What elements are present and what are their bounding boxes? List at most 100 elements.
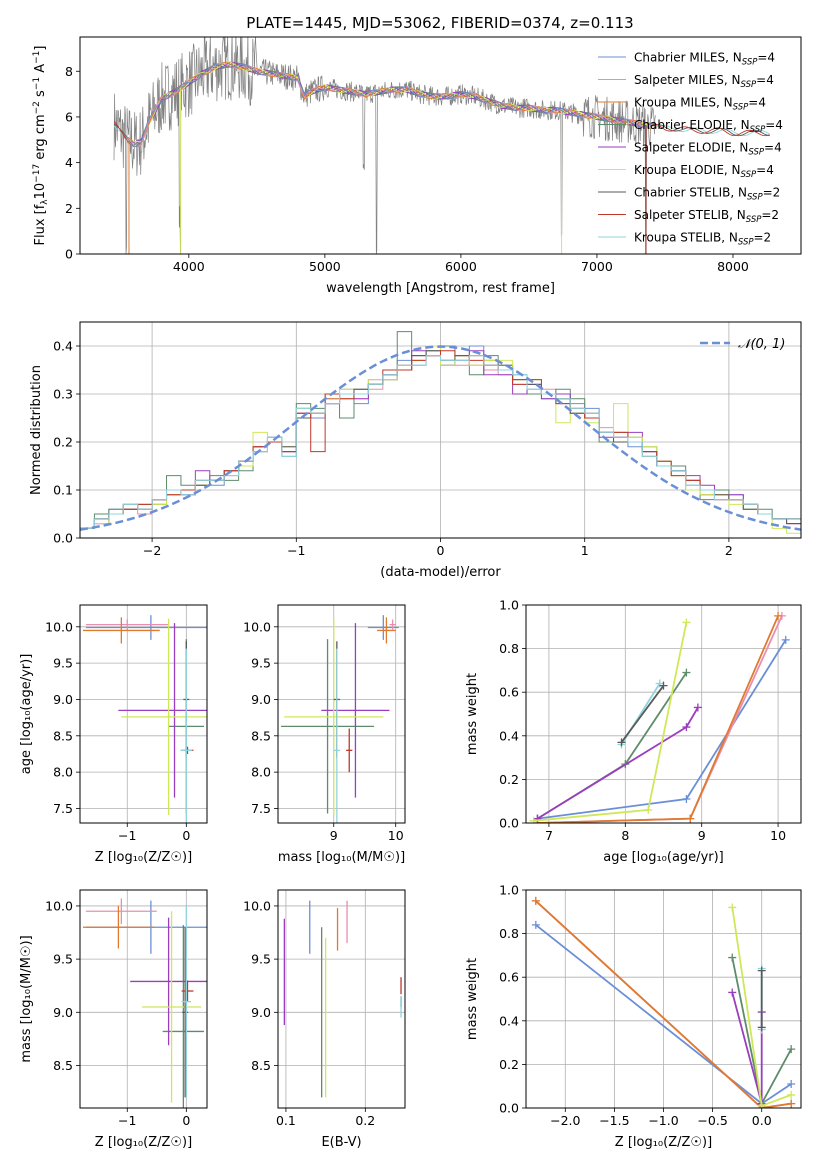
panel-mass_vs_Z: −1 0 8.5 9.0 9.5 10.0 Z [log₁₀(Z/Z☉)] mass [log… [19,889,208,1150]
x-axis-label: mass [log₁₀(M/M☉)] [278,850,405,865]
y-tick-label: 0.0 [53,531,73,546]
series-marker-salpeter_elodie [682,723,691,732]
panel-mw_vs_Z: −2.0 −1.5 −1.0 −0.5 0.0 0.0 0.2 0.4 0.6 0.8 1.0 Z [… [465,883,802,1150]
legend-name: Salpeter STELIB, N [634,208,746,222]
y-tick-label: 0.2 [499,772,519,787]
panel-age_vs_mass: 9 10 7.5 8.0 8.5 9.0 9.5 10.0 mass [log₁₀(M/M☉)] [243,604,406,865]
series-marker-chabrier_stelib [757,966,766,975]
y-tick-label: 9.0 [53,1005,73,1020]
plot-area-mass_vs_ebv [283,900,402,1098]
plot-area-age_vs_Z [82,615,207,823]
series-marker-kroupa_elodie [728,903,737,912]
legend-label: Salpeter MILES, NSSP=4 [634,73,774,90]
x-tick-label: 0 [437,543,445,558]
y-label-part: λ [40,199,50,205]
series-marker-chabrier_stelib [757,1023,766,1032]
y-tick-label: 0.4 [499,1013,519,1028]
series-marker-kroupa_elodie [757,1101,766,1108]
series-marker-kroupa_elodie [644,805,653,814]
y-axis-label: mass [log₁₀(M/M☉)] [19,935,34,1062]
legend-subscript: SSP [741,80,757,90]
x-tick-label: 4000 [173,259,205,274]
y-tick-label: 8.5 [53,1058,73,1073]
series-marker-chabrier_miles [682,795,691,804]
legend-label: Kroupa STELIB, NSSP=2 [634,231,771,248]
x-tick-label: 10 [388,828,404,843]
y-tick-label: 0.8 [499,641,519,656]
legend-subscript: SSP [741,170,757,180]
series-marker-chabrier_elodie [728,953,737,962]
legend-suffix: =4 [764,141,782,155]
series-line-kroupa_miles [535,900,792,1108]
y-tick-label: 0.6 [499,970,519,985]
series-marker-chabrier_miles [531,920,540,929]
panel-mw_vs_age: 7 8 9 10 0.0 0.2 0.4 0.6 0.8 1.0 age [log₁₀(age/yr… [465,598,802,865]
panel-mass_vs_ebv: 0.1 0.2 8.5 9.0 9.5 10.0 E(B-V) [243,889,406,1150]
axes-frame [277,889,406,1109]
y-label-part: erg cm [33,114,48,163]
y-label-part: −17 [32,164,42,183]
x-tick-label: 0.1 [276,1113,296,1128]
y-label-part: 10 [33,183,48,200]
y-tick-label: 0.6 [499,685,519,700]
x-axis-label: age [log₁₀(age/yr)] [603,850,724,865]
y-tick-label: 4 [65,155,73,170]
legend-label: Kroupa MILES, NSSP=4 [634,96,766,113]
y-tick-label: 6 [65,109,73,124]
panel-age_vs_Z: −1 0 7.5 8.0 8.5 9.0 9.5 10.0 Z [log₁₀(Z/Z☉)] age… [19,604,208,865]
legend-name: Salpeter ELODIE, N [634,141,748,155]
legend-suffix: =2 [763,186,781,200]
legend-label: 𝒩(0, 1) [738,337,785,352]
x-tick-label: −0.5 [697,1113,727,1128]
axes-frame [79,36,802,255]
y-tick-label: 10.0 [243,619,271,634]
x-tick-label: 1 [581,543,589,558]
x-tick-label: 8000 [717,259,749,274]
legend-label: Salpeter ELODIE, NSSP=4 [634,141,782,158]
series-marker-kroupa_elodie [787,1090,796,1099]
plot-area-age_vs_mass [281,615,399,823]
y-axis-label: age [log₁₀(age/yr)] [19,654,34,775]
y-tick-label: 1.0 [499,883,519,898]
plot-area-residuals [80,331,801,534]
x-tick-label: 0 [182,828,190,843]
model-spectrum-kroupa_elodie [127,61,652,143]
y-tick-label: 0.0 [499,1101,519,1116]
model-spectrum-chabrier_miles [127,63,652,148]
x-tick-label: −1 [118,828,136,843]
axes-frame [277,604,406,824]
model-spectrum-kroupa_miles [127,62,652,145]
series-marker-kroupa_miles [531,896,540,905]
legend-suffix: =4 [756,73,774,87]
series-marker-salpeter_elodie [693,703,702,712]
x-tick-label: 7 [545,828,553,843]
y-label-part: ] [33,46,48,51]
legend-suffix: =4 [756,163,774,177]
legend-suffix: =4 [748,96,766,110]
axes-frame [525,889,802,1109]
legend-name: Chabrier ELODIE, N [634,118,750,132]
plot-area-spectrum [113,37,770,254]
series-marker-chabrier_elodie [787,1045,796,1054]
y-label-part: s [33,90,48,101]
legend-label: Chabrier ELODIE, NSSP=4 [634,118,783,135]
y-tick-label: 8.0 [53,765,73,780]
histogram-kroupa_stelib [80,355,801,529]
plot-area-mass_vs_Z [82,898,207,1108]
series-marker-chabrier_miles [781,635,790,644]
legend-subscript: SSP [747,193,763,203]
y-label-part: −2 [32,101,42,114]
series-marker-kroupa_elodie [529,816,538,823]
series-marker-chabrier_stelib [659,681,668,690]
y-tick-label: 0.3 [53,387,73,402]
x-axis-label: Z [log₁₀(Z/Z☉)] [95,1135,192,1150]
y-tick-label: 0.1 [53,483,73,498]
legend-name: Kroupa ELODIE, N [634,163,741,177]
y-tick-label: 10.0 [45,898,73,913]
x-axis-label: wavelength [Angstrom, rest frame] [326,281,555,296]
x-tick-label: −1 [287,543,305,558]
x-axis-label: Z [log₁₀(Z/Z☉)] [615,1135,712,1150]
axes-frame [79,321,802,539]
x-tick-label: 7000 [581,259,613,274]
